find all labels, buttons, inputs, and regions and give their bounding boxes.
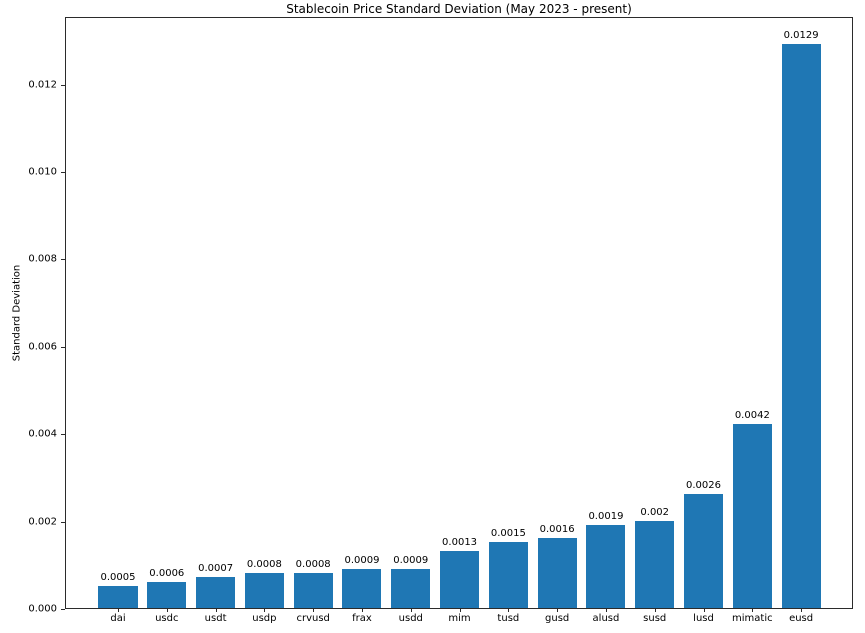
plot-area: 0.0005 dai 0.0006 usdc 0.0007 usdt 0.0008 usdp 0… <box>65 17 853 624</box>
bar-value-label-usdp: 0.0008 <box>246 559 282 571</box>
bar-value-label-dai: 0.0005 <box>100 572 136 584</box>
x-tick-mark <box>703 608 705 612</box>
chart-title: Stablecoin Price Standard Deviation (May… <box>286 2 632 16</box>
x-tick-mark <box>459 608 461 612</box>
x-tick-mark <box>361 608 363 612</box>
x-tick-mark <box>801 608 803 612</box>
x-tick-label-frax: frax <box>352 613 372 624</box>
x-tick-label-usdt: usdt <box>204 613 227 624</box>
x-tick-mark <box>215 608 217 612</box>
x-tick-mark <box>166 608 168 612</box>
bar-usdp <box>244 573 284 608</box>
x-tick-mark <box>118 608 119 612</box>
bar-susd <box>635 520 675 608</box>
x-tick-label-gusd: gusd <box>545 613 570 624</box>
bar-value-label-gusd: 0.0016 <box>539 524 575 536</box>
y-tick-mark <box>61 259 65 261</box>
bar-value-label-frax: 0.0009 <box>344 554 380 566</box>
x-tick-label-susd: susd <box>643 613 667 624</box>
y-tick-label-0.010: 0.010 <box>28 166 57 178</box>
bar-usdd <box>391 568 431 608</box>
x-tick-mark <box>654 608 656 612</box>
bar-value-label-mimatic: 0.0042 <box>734 410 770 422</box>
bar-usdt <box>196 577 236 608</box>
y-tick-mark <box>61 84 65 86</box>
y-tick-label-0.002: 0.002 <box>28 516 57 528</box>
x-tick-mark <box>264 608 266 612</box>
bar-value-label-eusd: 0.0129 <box>783 30 819 42</box>
x-tick-label-usdc: usdc <box>155 613 179 624</box>
bar-value-label-susd: 0.002 <box>640 506 670 518</box>
x-tick-label-mim: mim <box>448 613 471 624</box>
bar-gusd <box>537 538 577 608</box>
bar-value-label-crvusd: 0.0008 <box>295 559 331 571</box>
bar-mim <box>440 551 480 608</box>
bar-mimatic <box>732 424 772 608</box>
bar-value-label-usdd: 0.0009 <box>393 554 429 566</box>
x-tick-label-usdp: usdp <box>252 613 277 624</box>
x-tick-mark <box>313 608 315 612</box>
y-tick-label-0.000: 0.000 <box>28 603 57 615</box>
x-tick-label-eusd: eusd <box>789 613 814 624</box>
x-tick-label-tusd: tusd <box>497 613 520 624</box>
x-tick-label-crvusd: crvusd <box>296 613 330 624</box>
bar-value-label-usdt: 0.0007 <box>198 563 234 575</box>
y-tick-label-0.008: 0.008 <box>28 253 57 265</box>
bar-value-label-usdc: 0.0006 <box>149 567 185 579</box>
y-tick-label-0.006: 0.006 <box>28 341 57 353</box>
bar-eusd <box>781 44 821 608</box>
bar-value-label-alusd: 0.0019 <box>588 510 624 522</box>
x-tick-label-lusd: lusd <box>693 613 714 624</box>
bar-frax <box>342 568 382 608</box>
y-tick-mark <box>61 609 65 610</box>
y-tick-mark <box>61 171 65 173</box>
bar-usdc <box>147 581 187 608</box>
x-tick-label-alusd: alusd <box>592 613 620 624</box>
bar-value-label-mim: 0.0013 <box>442 537 478 549</box>
y-tick-label-0.012: 0.012 <box>28 79 57 91</box>
bar-crvusd <box>293 573 333 608</box>
bar-alusd <box>586 524 626 608</box>
bar-value-label-tusd: 0.0015 <box>490 528 526 540</box>
bar-tusd <box>488 542 528 608</box>
x-tick-label-dai: dai <box>110 613 126 624</box>
x-tick-label-usdd: usdd <box>398 613 423 624</box>
bar-lusd <box>684 494 724 608</box>
x-tick-mark <box>557 608 559 612</box>
x-tick-mark <box>508 608 510 612</box>
y-tick-label-0.004: 0.004 <box>28 428 57 440</box>
y-tick-mark <box>61 521 65 523</box>
x-tick-mark <box>752 608 754 612</box>
y-tick-mark <box>61 434 65 436</box>
x-tick-mark <box>410 608 412 612</box>
bar-dai <box>98 586 138 608</box>
y-tick-mark <box>61 346 65 348</box>
bar-value-label-lusd: 0.0026 <box>686 480 722 492</box>
x-tick-label-mimatic: mimatic <box>732 613 773 624</box>
x-tick-mark <box>605 608 607 612</box>
